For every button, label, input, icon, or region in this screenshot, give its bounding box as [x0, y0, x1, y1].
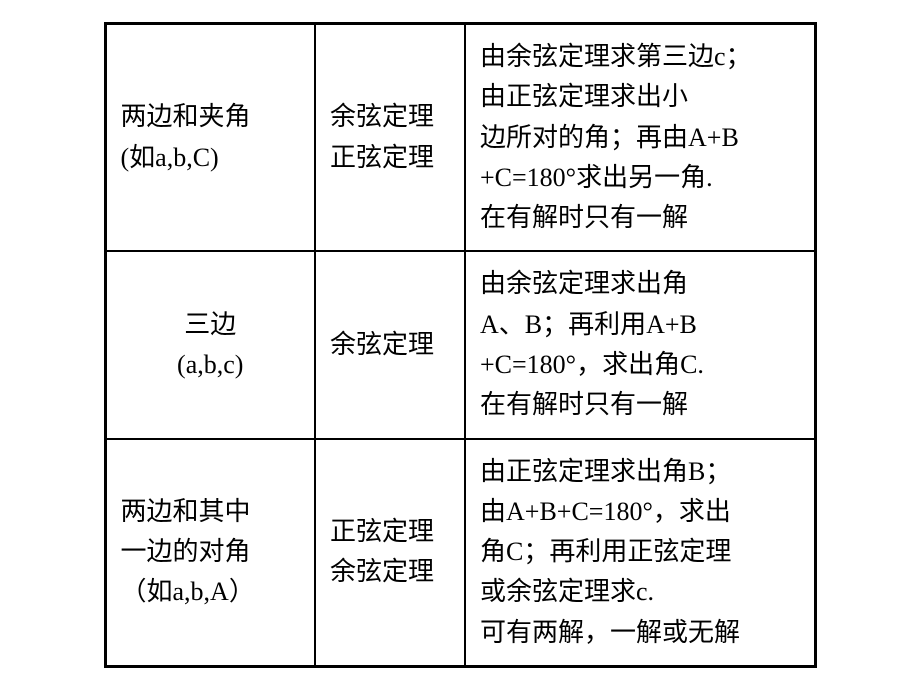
cell-condition: 两边和其中 一边的对角 （如a,b,A） — [105, 439, 315, 667]
triangle-solving-table: 两边和夹角 (如a,b,C) 余弦定理 正弦定理 由余弦定理求第三边c； 由正弦… — [104, 22, 817, 668]
cell-theorem: 余弦定理 正弦定理 — [315, 23, 465, 251]
text: 或余弦定理求c. — [480, 577, 654, 606]
text: A、B；再利用A+B — [480, 310, 697, 339]
cell-method: 由余弦定理求第三边c； 由正弦定理求出小 边所对的角；再由A+B +C=180°… — [465, 23, 815, 251]
table-row: 两边和其中 一边的对角 （如a,b,A） 正弦定理 余弦定理 由正弦定理求出角B… — [105, 439, 815, 667]
cell-method: 由正弦定理求出角B； 由A+B+C=180°，求出 角C；再利用正弦定理 或余弦… — [465, 439, 815, 667]
cell-theorem: 正弦定理 余弦定理 — [315, 439, 465, 667]
text: 由A+B+C=180°，求出 — [480, 497, 731, 526]
text: 两边和夹角 — [121, 102, 251, 131]
text: 三边 — [184, 310, 236, 339]
table-row: 两边和夹角 (如a,b,C) 余弦定理 正弦定理 由余弦定理求第三边c； 由正弦… — [105, 23, 815, 251]
text: 一边的对角 — [121, 537, 251, 566]
text: 正弦定理 — [330, 517, 434, 546]
text: 两边和其中 — [121, 497, 251, 526]
text: 可有两解，一解或无解 — [480, 618, 740, 647]
text: 在有解时只有一解 — [480, 390, 688, 419]
text: (如a,b,C) — [121, 143, 219, 172]
text: 由余弦定理求出角 — [480, 269, 688, 298]
cell-condition: 两边和夹角 (如a,b,C) — [105, 23, 315, 251]
text: 余弦定理 — [330, 330, 434, 359]
text: 余弦定理 — [330, 102, 434, 131]
text: 由正弦定理求出小 — [480, 82, 688, 111]
text: 由余弦定理求第三边c； — [480, 42, 752, 71]
text: 由正弦定理求出角B； — [480, 457, 731, 486]
cell-condition: 三边 (a,b,c) — [105, 251, 315, 438]
text: 余弦定理 — [330, 557, 434, 586]
text: 角C；再利用正弦定理 — [480, 537, 731, 566]
cell-theorem: 余弦定理 — [315, 251, 465, 438]
text: （如a,b,A） — [121, 577, 255, 606]
cell-method: 由余弦定理求出角 A、B；再利用A+B +C=180°，求出角C. 在有解时只有… — [465, 251, 815, 438]
text: 在有解时只有一解 — [480, 203, 688, 232]
text: +C=180°求出另一角. — [480, 163, 713, 192]
text: +C=180°，求出角C. — [480, 350, 704, 379]
text: 正弦定理 — [330, 143, 434, 172]
table-row: 三边 (a,b,c) 余弦定理 由余弦定理求出角 A、B；再利用A+B +C=1… — [105, 251, 815, 438]
text: 边所对的角；再由A+B — [480, 123, 739, 152]
text: (a,b,c) — [177, 350, 243, 379]
